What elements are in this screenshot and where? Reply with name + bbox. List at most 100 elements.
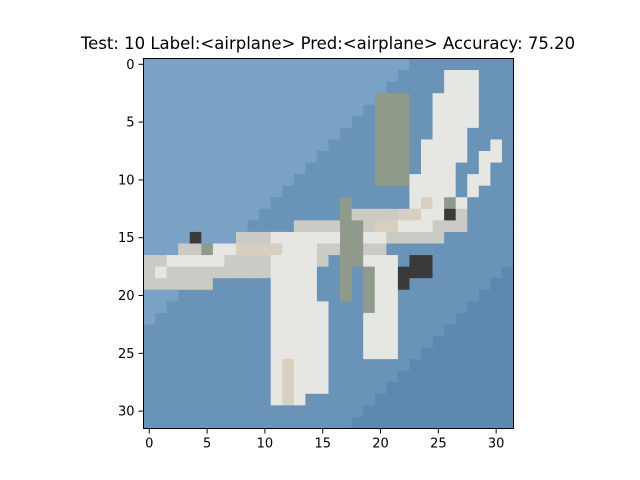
image-pixel — [409, 405, 422, 418]
image-pixel — [421, 220, 433, 233]
image-pixel — [247, 359, 260, 371]
image-pixel — [490, 208, 503, 221]
image-pixel — [305, 139, 318, 152]
image-pixel — [270, 208, 283, 221]
image-pixel — [478, 405, 491, 418]
image-pixel — [247, 208, 260, 221]
x-tick-label: 5 — [203, 437, 211, 452]
image-pixel — [293, 162, 306, 175]
image-pixel — [143, 162, 156, 175]
image-pixel — [282, 393, 295, 406]
image-pixel — [432, 324, 445, 337]
image-pixel — [467, 197, 480, 210]
image-pixel — [374, 127, 387, 140]
image-pixel — [178, 174, 191, 186]
image-pixel — [166, 382, 179, 395]
image-pixel — [490, 301, 503, 314]
image-pixel — [432, 93, 445, 106]
image-pixel — [155, 416, 167, 429]
image-pixel — [247, 370, 260, 383]
image-pixel — [386, 405, 399, 418]
image-pixel — [270, 312, 283, 325]
image-pixel — [455, 208, 468, 221]
axes-frame — [143, 58, 514, 429]
image-pixel — [374, 139, 387, 152]
image-pixel — [351, 58, 364, 71]
image-pixel — [316, 370, 329, 383]
image-pixel — [421, 359, 433, 371]
image-pixel — [501, 312, 514, 325]
image-pixel — [293, 139, 306, 152]
image-pixel — [501, 58, 514, 71]
image-pixel — [340, 347, 352, 360]
image-pixel — [363, 139, 376, 152]
image-pixel — [455, 81, 468, 94]
image-pixel — [467, 336, 480, 348]
image-pixel — [259, 405, 271, 418]
image-pixel — [247, 93, 260, 106]
image-pixel — [386, 185, 399, 198]
image-pixel — [374, 336, 387, 348]
image-pixel — [178, 416, 191, 429]
image-pixel — [386, 81, 399, 94]
image-pixel — [490, 116, 503, 129]
image-pixel — [478, 231, 491, 244]
image-pixel — [444, 162, 456, 175]
image-pixel — [444, 336, 456, 348]
image-pixel — [259, 336, 271, 348]
image-pixel — [501, 185, 514, 198]
image-pixel — [189, 382, 202, 395]
image-pixel — [316, 162, 329, 175]
image-pixel — [374, 174, 387, 186]
image-pixel — [305, 382, 318, 395]
image-pixel — [340, 405, 352, 418]
image-pixel — [328, 255, 341, 267]
image-pixel — [328, 127, 341, 140]
image-pixel — [374, 393, 387, 406]
image-pixel — [270, 151, 283, 163]
image-pixel — [409, 289, 422, 302]
image-pixel — [305, 58, 318, 71]
image-pixel — [270, 197, 283, 210]
image-pixel — [212, 185, 225, 198]
image-pixel — [293, 208, 306, 221]
image-pixel — [386, 289, 399, 302]
image-pixel — [143, 382, 156, 395]
image-pixel — [259, 266, 271, 279]
image-pixel — [490, 382, 503, 395]
image-pixel — [340, 370, 352, 383]
image-pixel — [143, 347, 156, 360]
image-pixel — [374, 278, 387, 291]
image-pixel — [305, 185, 318, 198]
image-pixel — [351, 243, 364, 256]
image-pixel — [178, 93, 191, 106]
image-pixel — [386, 312, 399, 325]
image-pixel — [316, 58, 329, 71]
image-pixel — [467, 174, 480, 186]
image-pixel — [293, 359, 306, 371]
image-pixel — [455, 255, 468, 267]
image-pixel — [201, 220, 214, 233]
image-pixel — [386, 255, 399, 267]
image-pixel — [478, 266, 491, 279]
image-pixel — [178, 266, 191, 279]
image-pixel — [397, 81, 410, 94]
image-pixel — [282, 278, 295, 291]
image-pixel — [374, 255, 387, 267]
image-pixel — [247, 231, 260, 244]
image-pixel — [282, 301, 295, 314]
image-pixel — [166, 208, 179, 221]
image-pixel — [328, 266, 341, 279]
image-pixel — [212, 359, 225, 371]
image-pixel — [421, 197, 433, 210]
image-pixel — [455, 162, 468, 175]
image-pixel — [501, 231, 514, 244]
image-pixel — [501, 359, 514, 371]
image-pixel — [363, 370, 376, 383]
image-pixel — [421, 243, 433, 256]
image-pixel — [421, 405, 433, 418]
image-pixel — [293, 116, 306, 129]
image-pixel — [201, 151, 214, 163]
image-pixel — [316, 174, 329, 186]
image-pixel — [259, 185, 271, 198]
